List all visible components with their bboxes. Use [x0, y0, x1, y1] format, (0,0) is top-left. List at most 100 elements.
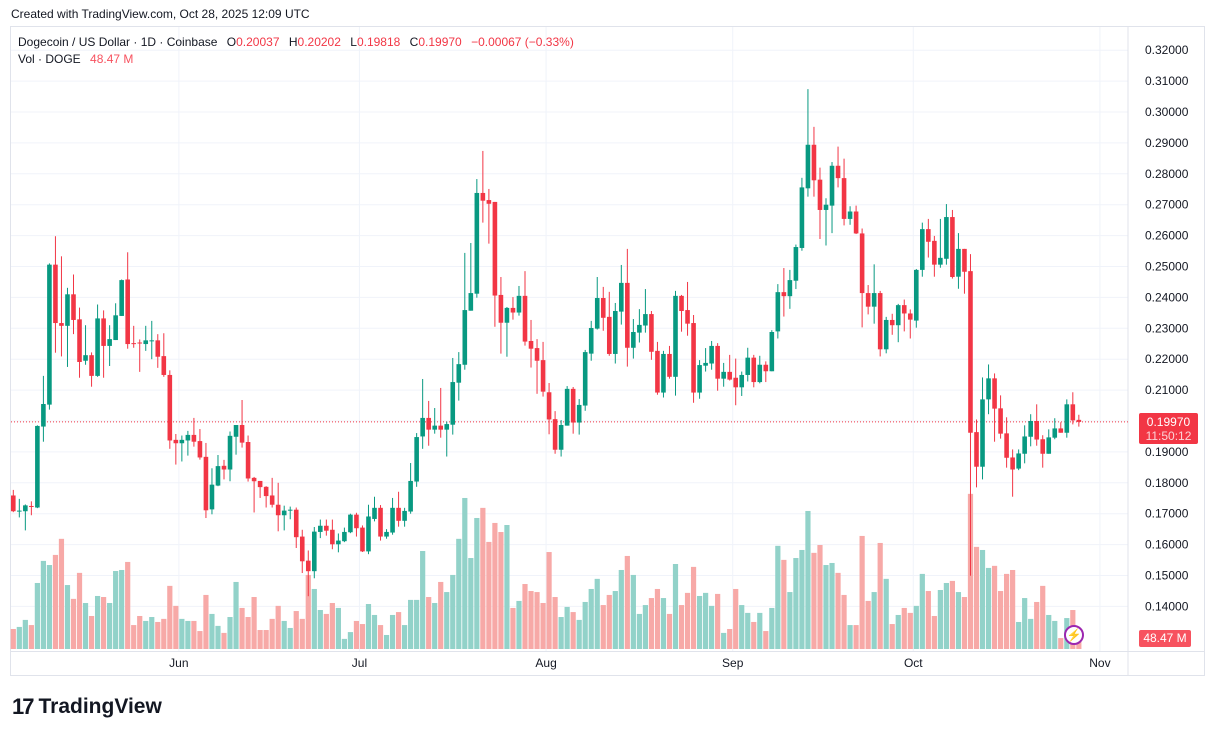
candle-down: [606, 316, 612, 354]
candle-down: [269, 495, 275, 505]
volume-bar: [233, 581, 239, 649]
volume-bar: [997, 591, 1004, 649]
candle-down: [299, 536, 305, 562]
candle-up: [227, 435, 233, 470]
symbol-title[interactable]: Dogecoin / US Dollar · 1D · Coinbase: [18, 35, 218, 49]
low-value: 0.19818: [356, 35, 401, 49]
volume-bar: [395, 612, 402, 649]
volume-bar: [389, 614, 396, 649]
candle-up: [17, 510, 22, 512]
volume-bar: [979, 549, 986, 649]
candle-down: [167, 374, 173, 441]
volume-bar: [203, 594, 209, 649]
volume-bar: [438, 581, 444, 649]
volume-bar: [877, 542, 883, 649]
chart-legend: Dogecoin / US Dollar · 1D · Coinbase O0.…: [18, 34, 574, 68]
tradingview-logo-icon: 17: [12, 694, 35, 719]
volume-bar: [745, 612, 751, 649]
candle-up: [35, 425, 40, 508]
candle-down: [859, 233, 865, 294]
candle-down: [293, 509, 299, 538]
volume-bar: [618, 569, 624, 649]
volume-bar: [40, 560, 46, 649]
candle-down: [263, 486, 269, 497]
volume-bar: [46, 565, 53, 649]
volume-bar: [311, 588, 317, 649]
candle-down: [974, 432, 979, 467]
volume-bar: [727, 628, 733, 649]
volume-bar: [540, 602, 546, 649]
volume-bar: [630, 574, 636, 649]
volume-bar: [672, 563, 679, 649]
volume-bar: [1016, 621, 1022, 649]
candle-down: [221, 465, 227, 470]
candle-up: [83, 355, 88, 361]
candle-up: [462, 310, 468, 365]
candle-down: [173, 439, 179, 444]
candle-down: [486, 200, 492, 204]
candle-down: [245, 442, 251, 479]
volume-title[interactable]: Vol · DOGE: [18, 52, 81, 66]
x-tick-label: Jun: [169, 656, 188, 670]
candle-up: [179, 439, 185, 444]
candle-up: [408, 480, 413, 512]
candle-up: [444, 424, 450, 430]
y-tick-label: 0.27000: [1145, 198, 1189, 212]
volume-bar: [107, 602, 113, 649]
y-tick-label: 0.18000: [1145, 476, 1189, 490]
candle-down: [1058, 428, 1064, 433]
volume-bar: [353, 620, 360, 649]
candle-up: [643, 314, 648, 326]
volume-bar: [865, 600, 871, 649]
candle-up: [504, 307, 510, 323]
candle-down: [962, 248, 967, 272]
volume-bar: [582, 601, 588, 649]
candle-down: [191, 434, 197, 442]
candle-down: [865, 293, 871, 307]
volume-bar: [58, 538, 65, 649]
candle-up: [474, 192, 480, 294]
volume-bar: [263, 630, 269, 649]
candle-down: [1040, 439, 1046, 454]
volume-bar: [420, 551, 426, 649]
candle-down: [480, 192, 486, 201]
lightning-icon[interactable]: ⚡: [1064, 625, 1084, 645]
tradingview-logo[interactable]: 17 TradingView: [12, 694, 162, 720]
volume-bar: [155, 621, 161, 649]
candle-down: [835, 165, 841, 179]
volume-bar: [197, 631, 203, 649]
volume-bar: [167, 585, 173, 649]
volume-bar: [245, 617, 251, 649]
chart-frame: [10, 26, 1205, 676]
candle-up: [456, 364, 462, 383]
volume-bar: [82, 602, 89, 649]
candle-down: [71, 294, 76, 320]
volume-bar: [317, 610, 323, 649]
volume-bar: [696, 595, 703, 649]
candle-down: [811, 144, 817, 181]
candle-down: [251, 477, 257, 482]
candle-up: [787, 280, 793, 297]
volume-value: 48.47 M: [90, 52, 134, 66]
x-tick-label: Jul: [352, 656, 367, 670]
y-tick-label: 0.16000: [1145, 538, 1189, 552]
y-tick-label: 0.14000: [1145, 599, 1189, 613]
y-tick-label: 0.25000: [1145, 260, 1189, 274]
candle-down: [131, 343, 136, 345]
candle-down: [877, 293, 883, 350]
candle-up: [769, 332, 775, 372]
volume-bar: [751, 621, 757, 649]
candle-down: [438, 425, 444, 430]
ohlc-legend-row: Dogecoin / US Dollar · 1D · Coinbase O0.…: [18, 34, 574, 51]
volume-bar: [293, 611, 299, 649]
y-tick-label: 0.28000: [1145, 167, 1189, 181]
volume-bar: [733, 588, 739, 649]
candle-down: [992, 378, 997, 409]
candle-down: [649, 314, 654, 352]
y-tick-label: 0.26000: [1145, 229, 1189, 243]
volume-bar: [907, 612, 913, 649]
volume-bar: [642, 605, 648, 649]
volume-bar: [173, 605, 179, 649]
volume-bar: [161, 618, 167, 649]
